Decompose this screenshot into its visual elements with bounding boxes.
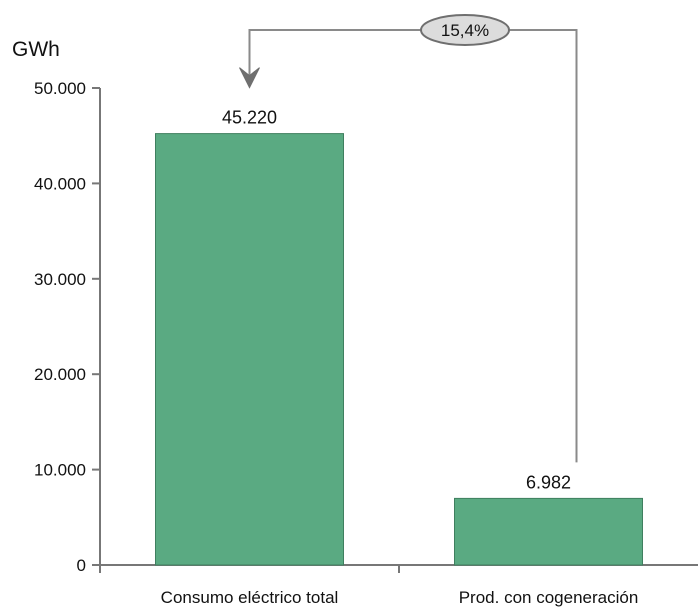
y-tick-label: 30.000 bbox=[34, 270, 86, 289]
percentage-callout: 15,4% bbox=[239, 14, 578, 463]
bar-value-label: 6.982 bbox=[526, 472, 571, 492]
callout-arrowhead bbox=[239, 67, 260, 89]
y-tick-label: 10.000 bbox=[34, 461, 86, 480]
x-category-label: Prod. con cogeneración bbox=[459, 588, 639, 607]
bar bbox=[454, 497, 643, 566]
callout-connector-line bbox=[248, 29, 578, 463]
bar-value-label: 45.220 bbox=[222, 108, 277, 128]
y-axis-unit-label: GWh bbox=[12, 38, 60, 61]
bars: 45.220 Consumo eléctrico total 6.982 Prod. … bbox=[155, 108, 643, 607]
y-tick-label: 50.000 bbox=[34, 79, 86, 98]
y-tick-label: 40.000 bbox=[34, 174, 86, 193]
x-category-label: Consumo eléctrico total bbox=[161, 588, 339, 607]
bar bbox=[155, 133, 344, 566]
axes: 0 10.000 20.000 30.000 40.000 50.000 bbox=[34, 79, 698, 575]
callout-badge bbox=[420, 14, 510, 46]
y-tick-label: 0 bbox=[77, 556, 86, 575]
callout-percentage-label: 15,4% bbox=[441, 21, 489, 40]
y-tick-label: 20.000 bbox=[34, 365, 86, 384]
